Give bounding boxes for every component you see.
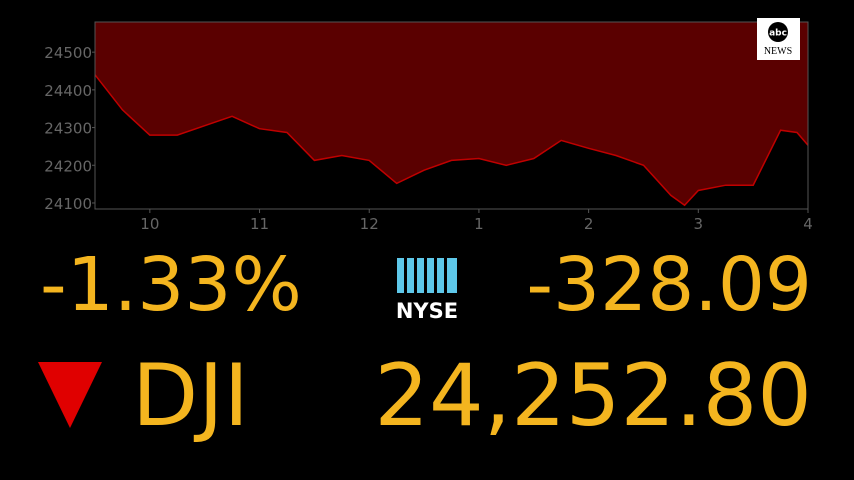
- y-tick-label: 24100: [44, 195, 92, 213]
- area: [95, 22, 808, 206]
- nyse-logo: NYSE: [396, 258, 458, 323]
- y-tick-label: 24300: [44, 120, 92, 138]
- exchange: NYSE: [396, 299, 458, 323]
- y-tick-label: 24500: [44, 44, 92, 62]
- x-tick-label: 1: [474, 215, 484, 233]
- price: 24,252.80: [374, 346, 812, 446]
- percent-change: -1.33%: [40, 242, 302, 328]
- down-arrow: [38, 362, 102, 428]
- x-tick-label: 12: [360, 215, 379, 233]
- x-tick-label: 11: [250, 215, 269, 233]
- x-tick-label: 10: [140, 215, 159, 233]
- point-change: -328.09: [526, 242, 812, 328]
- logo-circle: [768, 22, 788, 42]
- y-tick-label: 24200: [44, 157, 92, 175]
- logo-bottom: NEWS: [764, 46, 792, 57]
- x-tick-label: 4: [803, 215, 813, 233]
- x-tick-label: 3: [694, 215, 704, 233]
- symbol: DJI: [132, 346, 249, 446]
- logo-top: abc: [769, 29, 787, 39]
- line: [94, 74, 809, 207]
- nyse-gaps: [404, 258, 447, 293]
- y-tick-label: 24400: [44, 82, 92, 100]
- x-tick-label: 2: [584, 215, 594, 233]
- plot-frame: [94, 21, 809, 210]
